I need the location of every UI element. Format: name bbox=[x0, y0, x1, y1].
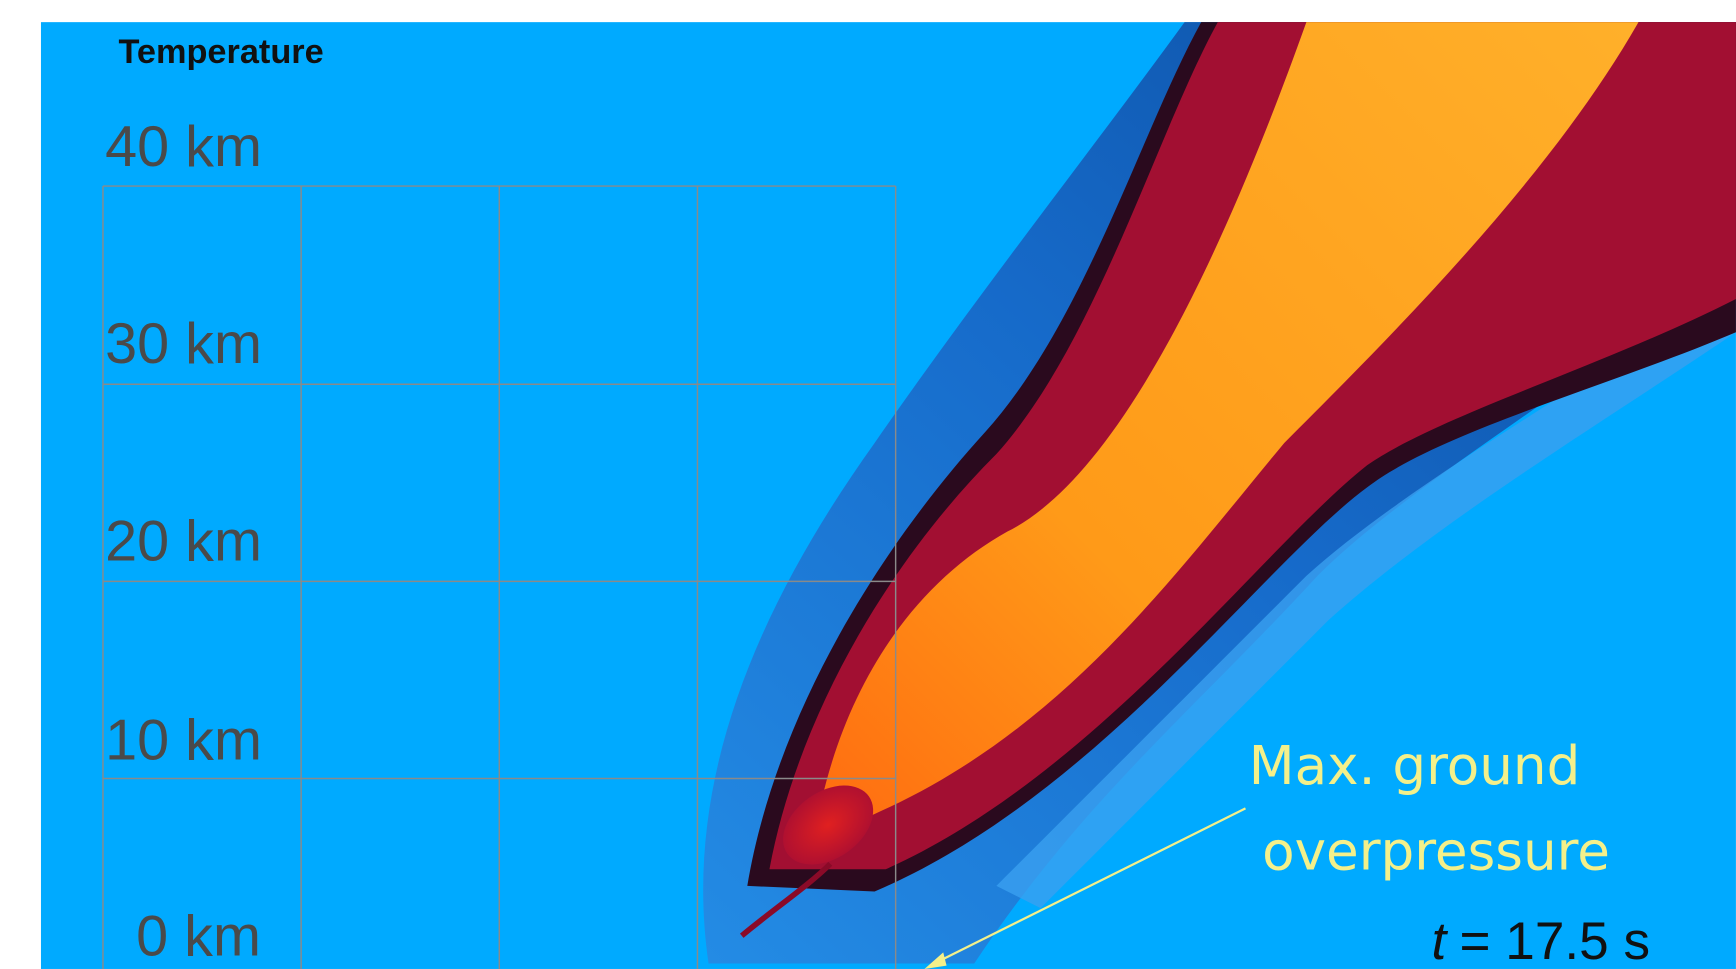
light-band bbox=[996, 276, 1736, 909]
plume-streak bbox=[739, 861, 833, 938]
altitude-label: 20 km bbox=[105, 509, 262, 573]
altitude-label: 40 km bbox=[105, 115, 262, 179]
time-label: t = 17.5 s bbox=[1431, 912, 1650, 969]
altitude-label: 0 km bbox=[136, 905, 261, 969]
annotation-line: overpressure bbox=[1262, 820, 1610, 882]
annotation-arrow bbox=[929, 807, 1246, 967]
scene: Temperature 40 km 30 km 20 km 10 km 0 km… bbox=[40, 22, 1736, 969]
title: Temperature bbox=[118, 33, 323, 71]
grid bbox=[102, 185, 897, 969]
altitude-label: 30 km bbox=[105, 312, 262, 376]
plume-tip bbox=[783, 785, 874, 865]
altitude-label: 10 km bbox=[105, 709, 262, 773]
plume-core bbox=[813, 22, 1639, 842]
arrow-head bbox=[924, 952, 947, 969]
annotation-line: Max. ground bbox=[1249, 735, 1581, 797]
time-variable: t bbox=[1431, 912, 1448, 969]
time-value: = 17.5 s bbox=[1460, 912, 1650, 969]
